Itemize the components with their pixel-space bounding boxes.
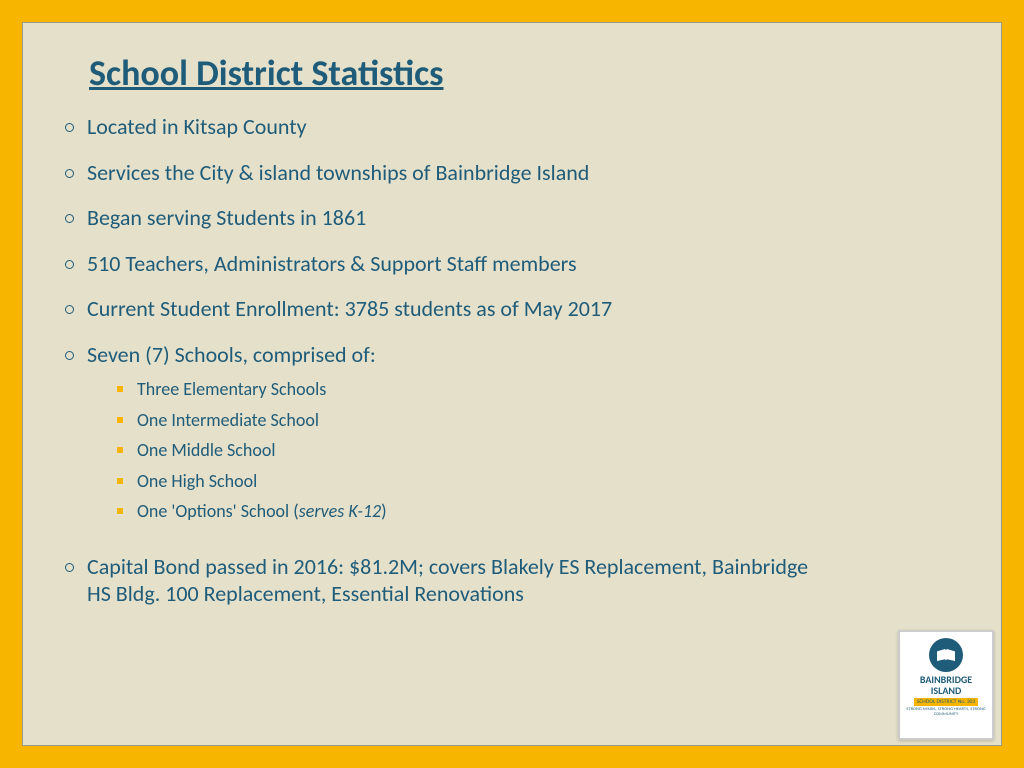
sub-bullet-item: One High School: [117, 470, 965, 493]
district-logo: BAINBRIDGE ISLAND SCHOOL DISTRICT No. 30…: [898, 630, 994, 740]
bullet-text: Seven (7) Schools, comprised of:: [87, 341, 376, 368]
spacer: [59, 541, 965, 553]
sub-bullet-prefix: One 'Options' School (: [137, 500, 299, 522]
sub-bullet-suffix: ): [381, 500, 386, 522]
sub-bullet-item: One Middle School: [117, 439, 965, 462]
logo-tagline: STRONG MINDS, STRONG HEARTS, STRONG COMM…: [904, 708, 988, 718]
sub-bullet-item: One Intermediate School: [117, 409, 965, 432]
sub-bullet-italic: serves K-12: [299, 500, 381, 522]
main-bullet-list-2: Capital Bond passed in 2016: $81.2M; cov…: [59, 553, 965, 608]
bullet-item: Began serving Students in 1861: [59, 204, 965, 232]
logo-circle-icon: [929, 638, 963, 672]
sub-bullet-list: Three Elementary Schools One Intermediat…: [87, 378, 965, 523]
bullet-text: Capital Bond passed in 2016: $81.2M; cov…: [87, 553, 808, 608]
main-bullet-list: Located in Kitsap County Services the Ci…: [59, 113, 965, 523]
logo-district-label: SCHOOL DISTRICT No. 303: [914, 698, 978, 706]
logo-name-line2: ISLAND: [931, 686, 962, 696]
slide-content: School District Statistics Located in Ki…: [22, 22, 1002, 746]
bullet-item-bond: Capital Bond passed in 2016: $81.2M; cov…: [59, 553, 819, 608]
bullet-item: Services the City & island townships of …: [59, 159, 965, 187]
sub-bullet-item: Three Elementary Schools: [117, 378, 965, 401]
bullet-item: 510 Teachers, Administrators & Support S…: [59, 250, 965, 278]
bullet-item: Current Student Enrollment: 3785 student…: [59, 295, 965, 323]
bullet-item: Located in Kitsap County: [59, 113, 965, 141]
book-icon: [937, 649, 955, 661]
sub-bullet-item-options: One 'Options' School (serves K-12): [117, 500, 965, 523]
bullet-item-schools: Seven (7) Schools, comprised of: Three E…: [59, 341, 965, 523]
slide-title: School District Statistics: [89, 51, 965, 95]
